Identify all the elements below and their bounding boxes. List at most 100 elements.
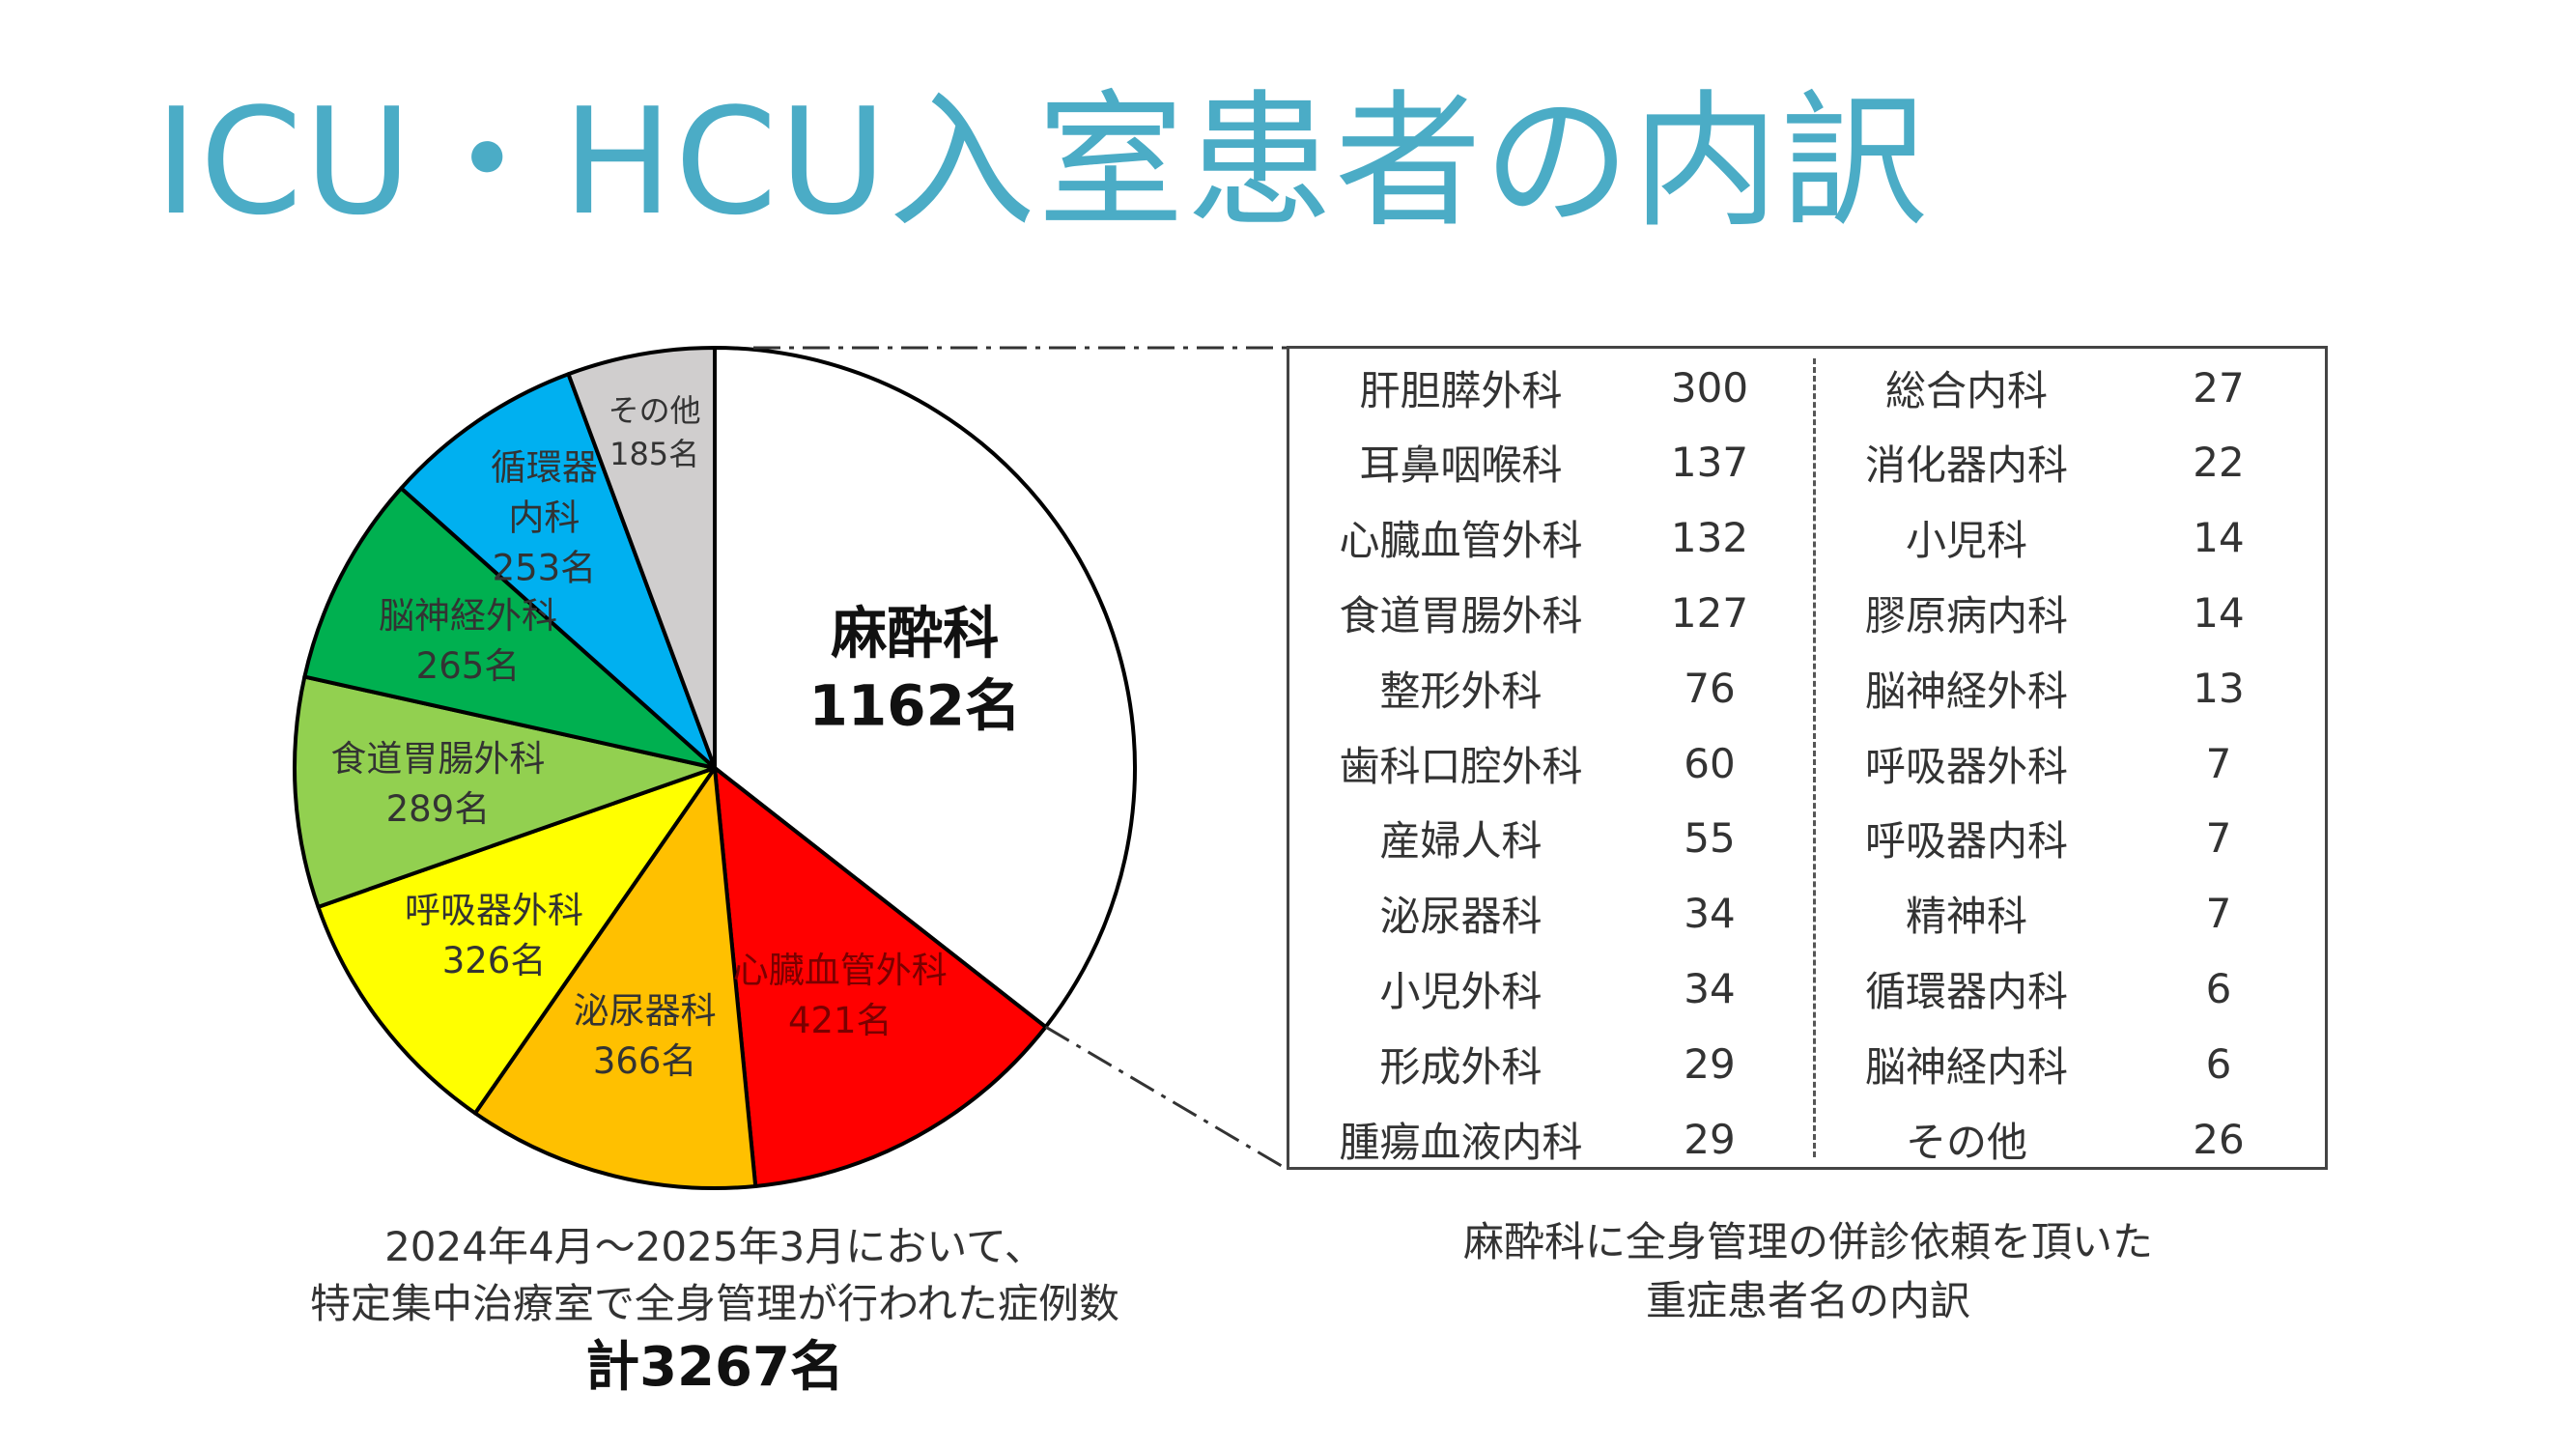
pie-label-value: 185名 <box>609 436 700 473</box>
department-name: 精神科 <box>1905 893 2027 941</box>
department-name: 肝胆膵外科 <box>1359 366 1563 414</box>
breakdown-caption-line-1: 麻酔科に全身管理の併診依頼を頂いた <box>1462 1218 2154 1265</box>
department-name: 循環器内科 <box>1864 967 2068 1015</box>
caption-line-1: 2024年4月〜2025年3月において、 <box>384 1223 1045 1270</box>
department-count: 127 <box>1670 588 1749 637</box>
department-name: 整形外科 <box>1379 667 1543 715</box>
pie-label-8: その他 185名 <box>609 389 701 476</box>
department-count: 7 <box>2205 890 2232 938</box>
breakdown-row: 総合内科 27 <box>1816 358 2320 416</box>
breakdown-row: その他 26 <box>1816 1110 2320 1168</box>
breakdown-row: 歯科口腔外科 60 <box>1289 734 1787 792</box>
department-count: 137 <box>1670 439 1749 487</box>
department-name: 脳神経内科 <box>1864 1042 2068 1091</box>
pie-slice-6 <box>302 486 717 770</box>
pie-label-3: 泌尿器科 366名 <box>574 986 717 1087</box>
pie-slice-2 <box>713 766 1048 1188</box>
pie-label-value: 1162名 <box>808 673 1021 739</box>
pie-label-name: 食道胃腸外科 <box>330 738 546 781</box>
pie-label-name: その他 <box>608 392 701 430</box>
pie-label-value: 265名 <box>415 645 521 688</box>
pie-label-5: 食道胃腸外科 289名 <box>330 734 545 835</box>
pie-slice-7 <box>399 372 717 770</box>
pie-label-name: 呼吸器外科 <box>405 890 584 932</box>
department-count: 27 <box>2193 363 2245 412</box>
pie-label-name: 麻酔科 <box>831 600 1000 667</box>
department-name: 心臓血管外科 <box>1339 517 1583 565</box>
pie-connector-lines <box>753 346 1288 1171</box>
breakdown-row: 形成外科 29 <box>1289 1035 1787 1093</box>
pie-label-4: 呼吸器外科 326名 <box>405 886 583 986</box>
pie-slices <box>293 346 1137 1190</box>
breakdown-row: 食道胃腸外科 127 <box>1289 583 1787 641</box>
pie-label-value: 326名 <box>441 939 547 981</box>
department-name: 産婦人科 <box>1379 817 1543 866</box>
department-count: 7 <box>2205 739 2232 787</box>
department-count: 60 <box>1684 739 1736 787</box>
connector-line-2 <box>1044 1025 1288 1171</box>
breakdown-row: 膠原病内科 14 <box>1816 583 2320 641</box>
breakdown-row: 消化器内科 22 <box>1816 434 2320 492</box>
breakdown-row: 脳神経外科 13 <box>1816 659 2320 717</box>
department-count: 14 <box>2193 588 2245 637</box>
department-count: 29 <box>1684 1115 1736 1163</box>
pie-caption: 2024年4月〜2025年3月において、 特定集中治療室で全身管理が行われた症例… <box>310 1219 1119 1403</box>
breakdown-caption: 麻酔科に全身管理の併診依頼を頂いた 重症患者名の内訳 <box>1463 1213 2153 1331</box>
caption-total: 計3267名 <box>585 1335 844 1399</box>
department-count: 29 <box>1684 1039 1736 1088</box>
department-name: 消化器内科 <box>1864 441 2068 490</box>
pie-label-7: 循環器内科 253名 <box>491 443 598 593</box>
breakdown-row: 小児科 14 <box>1816 509 2320 567</box>
caption-line-2: 特定集中治療室で全身管理が行われた症例数 <box>310 1279 1119 1327</box>
department-name: 形成外科 <box>1379 1042 1543 1091</box>
pie-label-value: 366名 <box>592 1039 697 1082</box>
page-title: ICU・HCU入室患者の内訳 <box>155 76 1930 247</box>
breakdown-row: 呼吸器内科 7 <box>1816 810 2320 867</box>
department-count: 13 <box>2193 664 2245 712</box>
pie-label-value: 289名 <box>385 787 491 830</box>
breakdown-row: 循環器内科 6 <box>1816 959 2320 1017</box>
department-name: 小児外科 <box>1379 967 1543 1015</box>
department-count: 14 <box>2193 514 2245 562</box>
breakdown-row: 小児外科 34 <box>1289 959 1787 1017</box>
breakdown-row: 精神科 7 <box>1816 885 2320 943</box>
pie-slice-4 <box>316 766 717 1116</box>
department-name: 腫瘍血液内科 <box>1339 1118 1583 1166</box>
department-name: 呼吸器外科 <box>1864 742 2068 790</box>
pie-slice-8 <box>566 346 717 770</box>
department-name: 脳神経外科 <box>1864 667 2068 715</box>
department-count: 76 <box>1684 664 1736 712</box>
breakdown-row: 産婦人科 55 <box>1289 810 1787 867</box>
pie-label-name: 内科 <box>508 497 580 539</box>
pie-slice-3 <box>472 766 758 1190</box>
department-name: 小児科 <box>1905 517 2027 565</box>
department-name: 総合内科 <box>1884 366 2048 414</box>
department-name: 耳鼻咽喉科 <box>1359 441 1563 490</box>
breakdown-row: 呼吸器外科 7 <box>1816 734 2320 792</box>
department-name: 食道胃腸外科 <box>1339 591 1583 639</box>
department-count: 26 <box>2193 1115 2245 1163</box>
pie-label-name: 泌尿器科 <box>573 990 717 1033</box>
pie-label-value: 421名 <box>787 1000 892 1042</box>
department-name: 膠原病内科 <box>1864 591 2068 639</box>
department-count: 7 <box>2205 814 2232 863</box>
breakdown-table: 肝胆膵外科 300 耳鼻咽喉科 137 心臓血管外科 132 食道胃腸外科 127 整形外科 76… <box>1287 346 2328 1170</box>
breakdown-row: 肝胆膵外科 300 <box>1289 358 1787 416</box>
department-count: 34 <box>1684 890 1736 938</box>
column-divider <box>1813 358 1816 1157</box>
department-count: 6 <box>2205 1039 2232 1088</box>
department-count: 300 <box>1670 363 1749 412</box>
department-name: 呼吸器内科 <box>1864 817 2068 866</box>
pie-label-name: 心臓血管外科 <box>732 950 948 992</box>
pie-label-name: 循環器 <box>490 446 598 489</box>
breakdown-row: 腫瘍血液内科 29 <box>1289 1110 1787 1168</box>
breakdown-row: 心臓血管外科 132 <box>1289 509 1787 567</box>
pie-label-value: 253名 <box>492 547 597 589</box>
pie-slice-1 <box>713 346 1137 1030</box>
breakdown-row: 整形外科 76 <box>1289 659 1787 717</box>
pie-label-name: 脳神経外科 <box>378 595 557 638</box>
breakdown-row: 脳神経内科 6 <box>1816 1035 2320 1093</box>
department-name: 泌尿器科 <box>1379 893 1543 941</box>
department-count: 55 <box>1684 814 1736 863</box>
